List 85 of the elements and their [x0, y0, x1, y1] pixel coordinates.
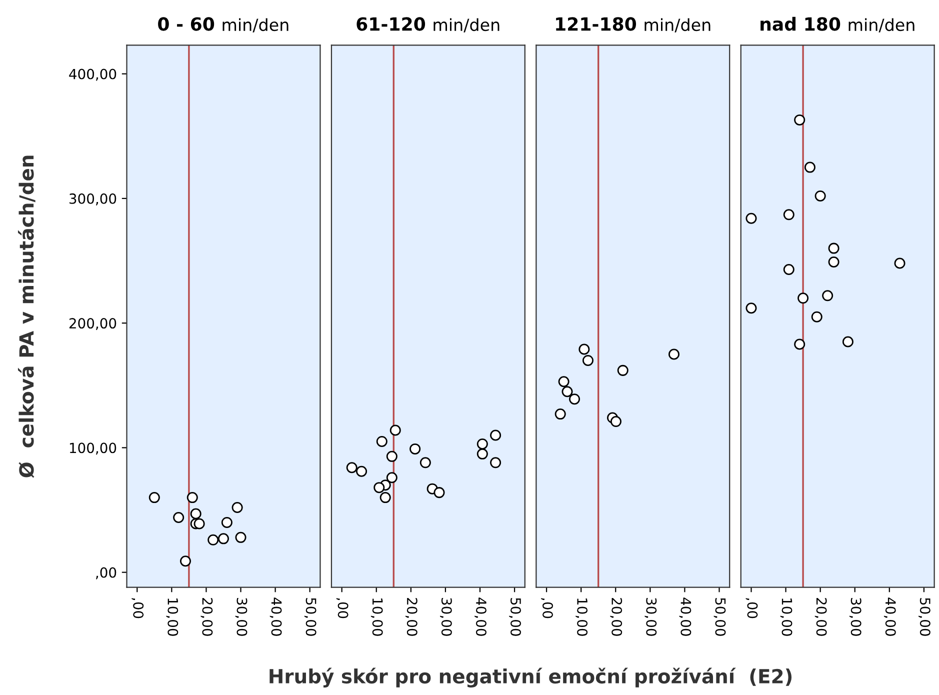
chart-title: 121-180 min/den — [556, 17, 710, 32]
point — [617, 364, 628, 376]
y-tick-label: ,00 — [96, 567, 116, 580]
point — [232, 502, 243, 514]
point — [828, 242, 840, 254]
y-tick-label: 100,00 — [70, 442, 116, 455]
x-tick-label: 20,00 — [610, 598, 622, 636]
point — [180, 556, 191, 567]
x-tick-label: 20,00 — [405, 598, 418, 636]
x-tick-label: 40,00 — [270, 598, 282, 636]
x-tick-label: 40,00 — [679, 598, 692, 636]
point — [822, 290, 834, 302]
point — [894, 258, 906, 269]
point — [190, 508, 202, 520]
x-tick-label: 30,00 — [849, 598, 862, 636]
point — [569, 394, 580, 405]
point — [476, 438, 488, 450]
point — [194, 518, 205, 530]
point — [828, 256, 840, 268]
chart-title: nad 180 min/den — [760, 16, 914, 32]
point — [390, 424, 401, 436]
x-tick-label: 30,00 — [440, 598, 452, 636]
y-tick-label: 400,00 — [69, 68, 116, 81]
point — [811, 311, 822, 322]
x-tick-label: 10,00 — [166, 598, 178, 636]
x-tick-label: 30,00 — [235, 598, 248, 636]
point — [386, 472, 398, 484]
point — [434, 487, 445, 498]
x-tick-label: 50,00 — [304, 598, 316, 636]
point — [173, 512, 184, 523]
x-tick-label: 50,00 — [714, 598, 726, 636]
x-tick-label: 50,00 — [918, 598, 930, 636]
point — [410, 443, 421, 454]
x-tick-label: 40,00 — [884, 598, 896, 636]
point — [783, 209, 794, 220]
x-tick-label: ,00 — [541, 598, 554, 618]
point — [420, 457, 431, 468]
x-tick-label: 10,00 — [576, 598, 588, 636]
x-tick-label: 10,00 — [780, 598, 792, 636]
point — [578, 344, 590, 355]
point — [346, 462, 358, 474]
point — [208, 534, 219, 546]
point — [356, 466, 368, 477]
x-tick-label: 30,00 — [644, 598, 657, 636]
point — [490, 457, 502, 468]
point — [376, 436, 388, 447]
point — [380, 492, 391, 504]
point — [798, 292, 809, 304]
x-tick-label: 20,00 — [814, 598, 827, 636]
point — [558, 376, 570, 388]
point — [374, 482, 385, 494]
point — [794, 114, 806, 126]
point — [814, 190, 826, 202]
point — [386, 450, 398, 462]
point — [842, 336, 854, 348]
chart-title: 61-120 min/den — [356, 17, 500, 32]
x-tick-label: ,00 — [336, 598, 348, 618]
x-tick-label: 40,00 — [474, 598, 486, 636]
chart-title: 0 - 60 min/den — [158, 17, 288, 32]
point — [235, 532, 246, 543]
point — [221, 516, 232, 528]
point — [746, 302, 757, 314]
point — [610, 416, 622, 428]
point — [476, 448, 488, 460]
point — [746, 212, 757, 224]
x-tick-label: ,00 — [132, 598, 144, 618]
x-tick-label: 50,00 — [509, 598, 522, 636]
x-tick-label: 10,00 — [370, 598, 383, 636]
y-tick-label: 200,00 — [69, 318, 116, 330]
point — [218, 533, 229, 544]
x-axis-title: Hrubý skór pro negativní emoční prožívání (E2) — [270, 668, 792, 688]
point — [794, 338, 806, 350]
point — [148, 492, 160, 504]
point — [804, 162, 816, 173]
point — [783, 264, 794, 275]
point — [668, 348, 680, 360]
y-tick-label: 300,00 — [70, 193, 116, 206]
point — [186, 492, 198, 504]
point — [554, 408, 566, 420]
point — [490, 430, 502, 441]
x-tick-label: 20,00 — [200, 598, 213, 636]
y-axis-title: Ø celková PA v minutách/den — [18, 156, 36, 478]
point — [582, 354, 594, 366]
point — [562, 386, 573, 398]
x-tick-label: ,00 — [746, 598, 758, 618]
